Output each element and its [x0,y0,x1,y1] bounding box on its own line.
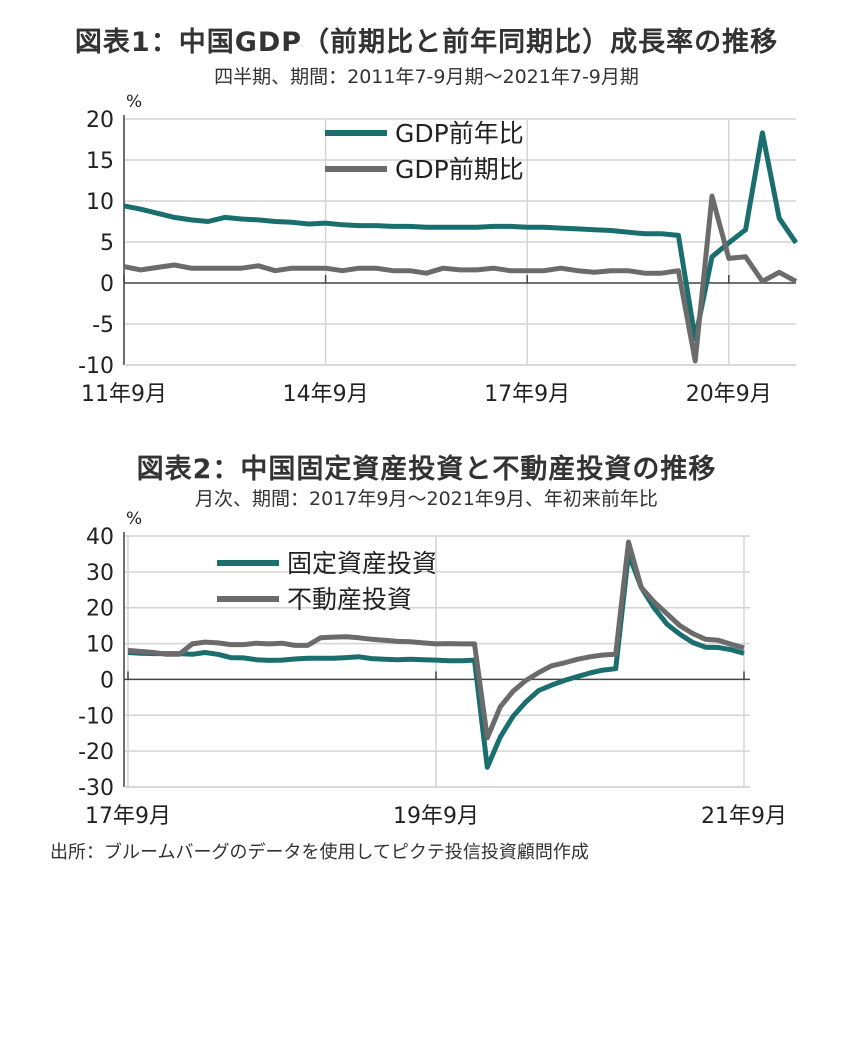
chart1-title: 図表1：中国GDP（前期比と前年同期比）成長率の推移 [74,27,779,58]
x-tick-label: 21年9月 [701,804,787,829]
x-tick-label: 14年9月 [283,382,369,407]
y-tick-label: 0 [100,668,114,693]
chart2-title: 図表2：中国固定資産投資と不動産投資の推移 [136,454,717,485]
x-tick-label: 11年9月 [81,382,167,407]
y-tick-label: 40 [86,525,114,550]
y-tick-label: 10 [86,190,114,215]
x-tick-label: 17年9月 [85,804,171,829]
y-tick-label: 30 [86,561,114,586]
x-tick-label: 17年9月 [484,382,570,407]
chart1-subtitle: 四半期、期間：2011年7-9月期～2021年7-9月期 [214,66,639,88]
investment-chart: 40 30 20 10 0 -10 -20 -30% 17年9月 19年9月 21年9月 固定資産投資… [78,509,787,829]
x-tick-label: 19年9月 [393,804,479,829]
series-line-0 [123,130,799,342]
legend-label: 固定資産投資 [287,549,437,578]
legend-label: GDP前期比 [395,155,524,184]
y-tick-label: -10 [78,354,114,379]
x-tick-label: 20年9月 [686,382,772,407]
y-tick-label: -5 [92,313,114,338]
y-tick-label: -30 [78,776,114,801]
y-tick-label: 20 [86,108,114,133]
y-axis-unit: % [126,92,142,112]
chart2-subtitle: 月次、期間：2017年9月～2021年9月、年初来前年比 [195,488,658,510]
y-tick-label: 0 [100,272,114,297]
source-note: 出所：ブルームバーグのデータを使用してピクテ投信投資顧問作成 [50,842,589,863]
y-tick-label: 10 [86,633,114,658]
series-line-1 [127,539,745,741]
y-tick-label: 20 [86,597,114,622]
y-axis-unit: % [126,509,142,529]
y-tick-label: -20 [78,740,114,765]
series-line-1 [123,193,798,364]
y-tick-label: 5 [100,231,114,256]
legend-label: GDP前年比 [395,119,524,148]
legend-label: 不動産投資 [287,585,412,614]
y-tick-label: 15 [86,149,114,174]
gdp-growth-chart: 20 15 10 5 0 -5 -10% 11年9月 14年9月 17年9月 20年9月 GDP前年比… [78,92,799,407]
y-tick-label: -10 [78,704,114,729]
